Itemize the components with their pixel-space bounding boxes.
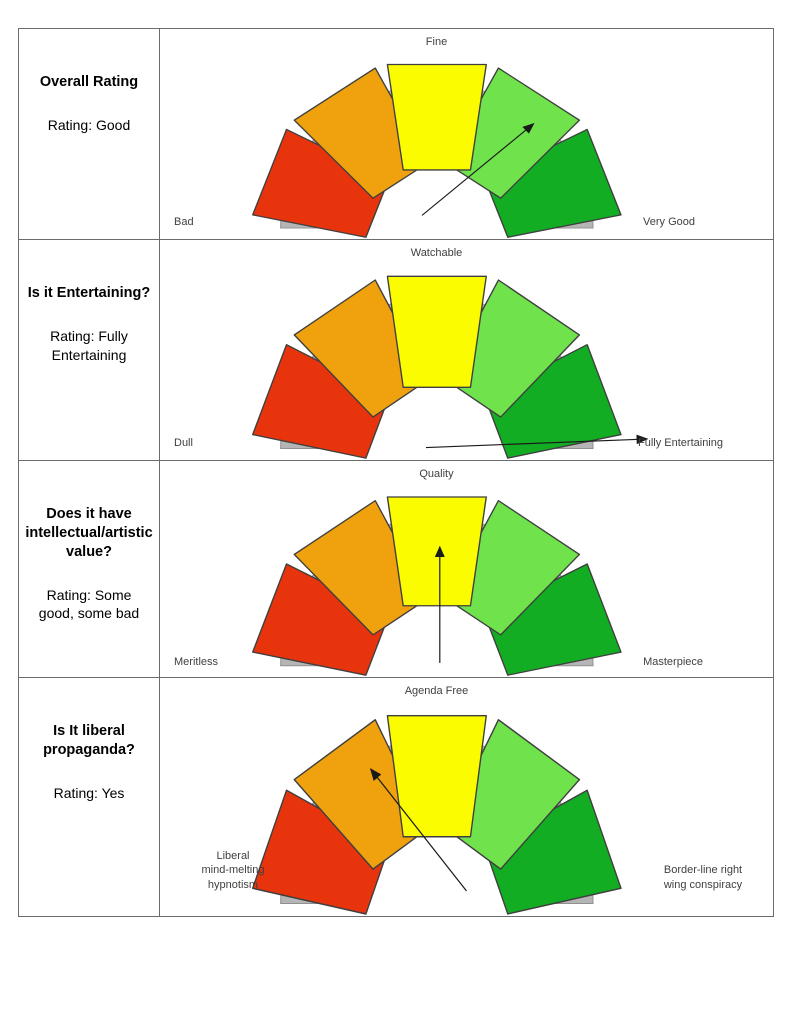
gauge-cell: Agenda Free Liberal mind-melti [159,677,774,917]
segment-orange [293,67,429,199]
segment-yellow [386,714,487,838]
segment-red [252,343,390,459]
segment-red [252,563,390,676]
segment-red [252,128,390,238]
rating-value: Rating: Fully Entertaining [50,327,128,363]
gauge-top-label: Fine [425,36,448,48]
gauge-top-label: Quality [419,468,454,480]
table-row: Does it have intellectual/artistic value… [18,460,774,678]
table-row: Overall Rating Rating: Good Fine [18,28,774,240]
rating-table: Overall Rating Rating: Good Fine [18,28,774,917]
gauge-propaganda: Agenda Free Liberal mind-melti [161,679,773,916]
gauge-top-label: Agenda Free [404,685,469,697]
segment-yellow [386,496,487,607]
gauge-left-label: Liberal mind-melting hypnotism [201,850,265,891]
rating-arrow [425,434,649,449]
gauge-right-label: Fully Entertaining [638,436,723,449]
question-title: Overall Rating [39,74,139,90]
table-row: Is it Entertaining? Rating: Fully Entert… [18,239,774,461]
gauge-entertaining: Watchable Dull Fully E [161,241,773,460]
segment-yellow [386,63,487,171]
gauge-left-label: Bad [174,215,194,228]
gauge-top-label: Watchable [410,247,463,259]
rating-label-cell: Is It liberal propaganda? Rating: Yes [18,677,160,917]
rating-value: Rating: Yes [53,784,125,801]
rating-value: Rating: Good [47,116,131,133]
segment-red [252,789,390,915]
gauge-overall-rating: Fine Bad Very Good [161,30,773,239]
gauge-cell: Quality Meritless Mast [159,460,774,678]
gauge-left-label: Meritless [174,655,219,668]
rating-arrow [369,768,467,892]
rating-value: Rating: Some good, some bad [38,586,140,622]
table-row: Is It liberal propaganda? Rating: Yes Ag… [18,677,774,917]
gauge-chart [252,714,622,915]
segment-yellow [386,275,487,388]
gauge-right-label: Very Good [643,215,695,228]
rating-label-cell: Does it have intellectual/artistic value… [18,460,160,678]
gauge-right-label: Masterpiece [643,655,703,668]
rating-arrow [421,122,535,216]
rating-label-cell: Overall Rating Rating: Good [18,28,160,240]
question-title: Is It liberal propaganda? [43,723,135,758]
gauge-chart [252,496,622,676]
gauge-cell: Fine Bad Very Good [159,28,774,240]
rating-label-cell: Is it Entertaining? Rating: Fully Entert… [18,239,160,461]
gauge-chart [252,275,649,459]
gauge-left-label: Dull [174,436,193,449]
segment-orange [293,279,429,418]
gauge-chart [252,63,622,238]
question-title: Is it Entertaining? [27,285,151,301]
gauge-cell: Watchable Dull Fully E [159,239,774,461]
gauge-right-label: Border-line right wing conspiracy [663,864,743,891]
gauge-artistic-value: Quality Meritless Mast [161,462,773,677]
segment-orange [293,499,429,636]
segment-orange [293,719,429,870]
question-title: Does it have intellectual/artistic value… [25,506,153,560]
